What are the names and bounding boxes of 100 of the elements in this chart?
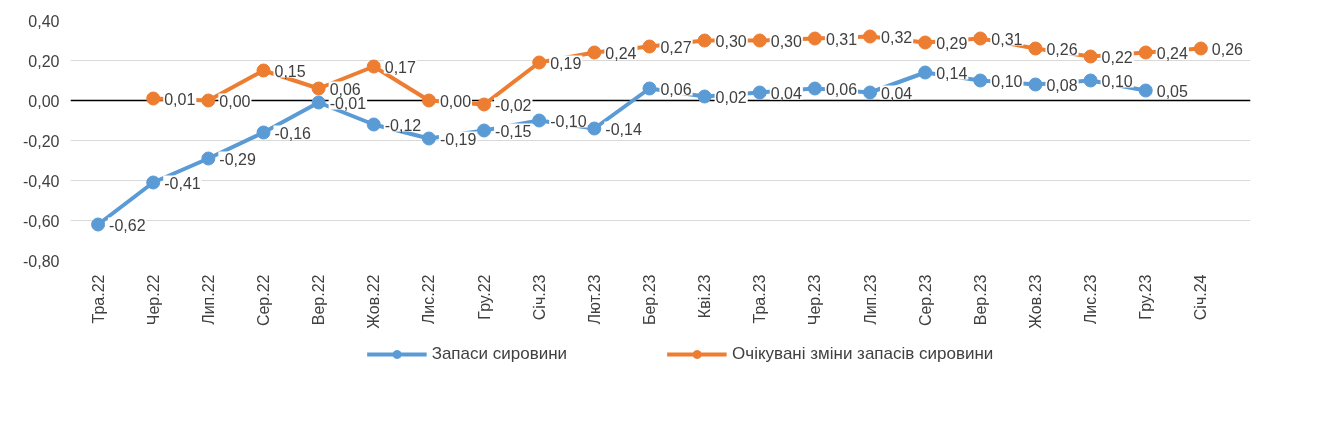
y-tick-label: 0,20 — [28, 52, 60, 70]
point — [256, 63, 271, 78]
legend-label: Запаси сировини — [431, 344, 568, 364]
data-label: 0,04 — [770, 84, 802, 102]
point — [532, 55, 547, 70]
data-label: 0,24 — [605, 44, 637, 62]
point — [421, 131, 436, 146]
y-tick-label: 0,00 — [28, 92, 60, 110]
point — [918, 65, 933, 80]
data-label: -0,62 — [109, 216, 146, 234]
point — [973, 31, 988, 46]
point — [1193, 41, 1208, 56]
data-label: 0,01 — [164, 90, 196, 108]
x-tick-label: Лип.23 — [861, 274, 879, 325]
point — [1028, 41, 1043, 56]
point — [146, 175, 161, 190]
x-tick-label: Січ.24 — [1192, 274, 1210, 321]
point — [311, 81, 326, 96]
point — [863, 85, 878, 100]
point — [421, 93, 436, 108]
point — [697, 89, 712, 104]
point — [1138, 83, 1153, 98]
data-label: -0,10 — [550, 112, 587, 130]
data-label: 0,27 — [660, 38, 692, 56]
point — [532, 113, 547, 128]
x-tick-label: Лип.22 — [199, 274, 217, 325]
data-label: -0,41 — [164, 174, 201, 192]
x-tick-label: Бер.23 — [640, 274, 658, 326]
point — [91, 217, 106, 232]
point — [642, 39, 657, 54]
x-tick-label: Тра.22 — [89, 274, 107, 324]
x-tick-label: Сер.22 — [254, 274, 272, 327]
x-tick-label: Жов.22 — [365, 274, 383, 329]
point — [311, 95, 326, 110]
x-tick-label: Кві.23 — [696, 274, 714, 319]
point — [477, 123, 492, 138]
point — [146, 91, 161, 106]
point — [477, 97, 492, 112]
point — [201, 151, 216, 166]
x-tick-label: Вер.22 — [310, 274, 328, 326]
data-label: -0,02 — [495, 96, 532, 114]
point — [587, 45, 602, 60]
data-label: -0,15 — [495, 122, 532, 140]
data-label: 0,10 — [991, 72, 1023, 90]
data-label: 0,31 — [991, 30, 1023, 48]
x-tick-label: Лют.23 — [585, 274, 603, 325]
x-tick-label: Гру.22 — [475, 274, 493, 320]
point — [918, 35, 933, 50]
x-tick-label: Лис.22 — [420, 274, 438, 325]
data-label: 0,26 — [1211, 40, 1244, 58]
data-label: 0,24 — [1156, 44, 1188, 62]
x-tick-label: Жов.23 — [1026, 274, 1044, 329]
data-label: 0,14 — [936, 64, 968, 82]
data-label: 0,06 — [825, 80, 858, 98]
data-label: -0,29 — [219, 150, 256, 168]
point — [1028, 77, 1043, 92]
point — [201, 93, 216, 108]
point — [1138, 45, 1153, 60]
x-tick-label: Гру.23 — [1137, 274, 1155, 320]
data-label: -0,16 — [274, 124, 312, 142]
x-tick-label: Лис.23 — [1082, 274, 1100, 325]
data-label: 0,15 — [274, 62, 306, 80]
x-tick-label: Січ.23 — [530, 274, 548, 321]
point — [973, 73, 988, 88]
y-tick-label: -0,80 — [23, 252, 60, 270]
x-tick-label: Чер.23 — [806, 274, 824, 326]
data-label: 0,02 — [715, 88, 747, 106]
data-label: 0,26 — [1046, 40, 1078, 58]
data-label: 0,30 — [715, 32, 747, 50]
point — [863, 29, 878, 44]
point — [752, 85, 767, 100]
data-label: 0,32 — [881, 28, 913, 46]
point — [752, 33, 767, 48]
data-label: 0,00 — [439, 92, 472, 110]
data-label: -0,14 — [605, 120, 642, 138]
data-label: 0,04 — [881, 84, 913, 102]
point — [807, 31, 822, 46]
point — [1083, 49, 1098, 64]
x-tick-label: Вер.23 — [971, 274, 989, 326]
point — [256, 125, 271, 140]
data-label: -0,19 — [439, 130, 477, 148]
y-tick-label: 0,40 — [28, 12, 60, 30]
x-tick-label: Чер.22 — [144, 274, 162, 326]
point — [642, 81, 657, 96]
data-label: 0,06 — [660, 80, 692, 98]
point — [366, 117, 381, 132]
legend-label: Очікувані зміни запасів сировини — [732, 344, 994, 364]
data-label: 0,19 — [550, 54, 582, 72]
data-label: 0,05 — [1156, 82, 1188, 100]
y-tick-label: -0,60 — [23, 212, 60, 230]
data-label: 0,31 — [825, 30, 858, 48]
data-label: 0,08 — [1046, 76, 1078, 94]
x-tick-label: Тра.23 — [751, 274, 769, 324]
point — [807, 81, 822, 96]
data-label: -0,12 — [384, 116, 422, 134]
y-tick-label: -0,40 — [23, 172, 60, 190]
data-label: 0,00 — [219, 92, 251, 110]
data-label: 0,30 — [770, 32, 802, 50]
data-label: 0,22 — [1101, 48, 1133, 66]
point — [1083, 73, 1098, 88]
